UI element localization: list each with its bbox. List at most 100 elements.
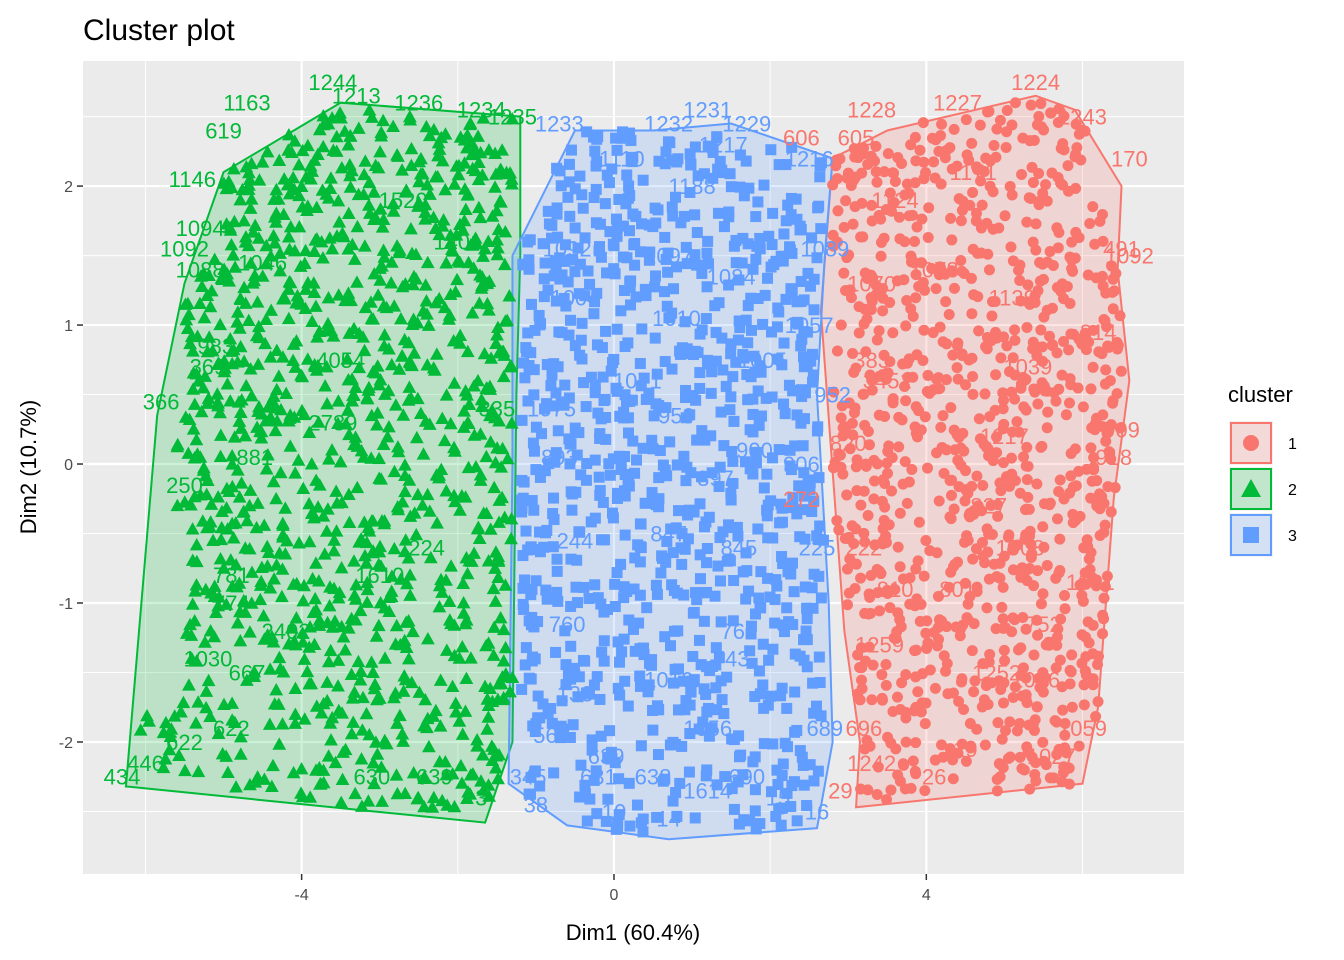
data-point bbox=[504, 531, 518, 545]
data-point bbox=[921, 642, 933, 654]
data-point bbox=[412, 174, 426, 188]
data-point bbox=[811, 425, 823, 437]
data-point bbox=[742, 300, 754, 312]
data-point bbox=[503, 685, 517, 698]
data-point bbox=[272, 153, 287, 167]
data-point bbox=[675, 217, 687, 229]
data-point bbox=[747, 756, 759, 768]
data-point bbox=[191, 374, 206, 387]
data-point bbox=[752, 523, 764, 535]
data-point bbox=[916, 213, 928, 225]
data-point bbox=[214, 271, 229, 284]
data-point bbox=[386, 119, 401, 133]
data-point bbox=[747, 263, 759, 275]
data-point bbox=[798, 351, 810, 363]
data-point bbox=[600, 325, 612, 337]
data-point bbox=[487, 480, 502, 494]
data-point bbox=[606, 163, 618, 175]
data-point bbox=[620, 198, 632, 210]
data-point bbox=[1243, 527, 1259, 543]
data-point bbox=[434, 130, 449, 144]
data-point bbox=[745, 628, 757, 640]
data-point bbox=[491, 549, 506, 563]
data-point bbox=[1066, 236, 1078, 248]
data-point bbox=[520, 642, 532, 654]
data-point bbox=[225, 713, 240, 726]
data-point bbox=[297, 256, 312, 269]
data-point bbox=[481, 554, 496, 567]
data-point bbox=[458, 704, 473, 717]
data-point bbox=[368, 365, 383, 379]
data-point bbox=[813, 534, 825, 546]
data-point bbox=[586, 744, 598, 756]
data-point bbox=[475, 399, 489, 413]
data-point bbox=[1004, 751, 1016, 763]
point-label: 1075 bbox=[527, 396, 576, 421]
data-point bbox=[431, 149, 445, 162]
data-point bbox=[523, 360, 535, 372]
data-point bbox=[367, 212, 381, 225]
data-point bbox=[634, 670, 646, 682]
data-point bbox=[547, 541, 559, 553]
data-point bbox=[243, 483, 258, 496]
data-point bbox=[724, 404, 736, 416]
data-point bbox=[870, 166, 882, 178]
data-point bbox=[480, 296, 495, 310]
data-point bbox=[311, 415, 326, 428]
data-point bbox=[765, 144, 777, 156]
data-point bbox=[910, 563, 922, 575]
data-point bbox=[1031, 349, 1043, 361]
data-point bbox=[718, 440, 730, 452]
data-point bbox=[201, 391, 216, 404]
data-point bbox=[1062, 160, 1074, 172]
data-point bbox=[815, 223, 827, 235]
data-point bbox=[922, 369, 934, 381]
data-point bbox=[564, 458, 576, 470]
data-point bbox=[269, 182, 284, 196]
data-point bbox=[386, 196, 401, 210]
data-point bbox=[970, 215, 982, 227]
data-point bbox=[389, 618, 404, 632]
data-point bbox=[850, 461, 862, 473]
data-point bbox=[399, 615, 414, 628]
data-point bbox=[807, 677, 819, 689]
point-label: 1252 bbox=[972, 660, 1021, 685]
data-point bbox=[643, 254, 655, 266]
data-point bbox=[629, 259, 641, 271]
data-point bbox=[754, 688, 766, 700]
data-point bbox=[1009, 681, 1021, 693]
data-point bbox=[497, 257, 512, 271]
point-label: 1259 bbox=[855, 633, 904, 658]
data-point bbox=[888, 197, 900, 209]
data-point bbox=[1001, 471, 1013, 483]
data-point bbox=[664, 436, 676, 448]
data-point bbox=[681, 258, 693, 270]
point-label: 667 bbox=[229, 660, 266, 685]
data-point bbox=[770, 810, 782, 822]
data-point bbox=[1022, 279, 1034, 291]
data-point bbox=[750, 457, 762, 469]
data-point bbox=[945, 402, 957, 414]
data-point bbox=[373, 539, 387, 553]
data-point bbox=[602, 793, 614, 805]
data-point bbox=[522, 327, 534, 339]
data-point bbox=[864, 591, 876, 603]
data-point bbox=[258, 336, 273, 350]
data-point bbox=[592, 592, 604, 604]
data-point bbox=[223, 394, 238, 407]
data-point bbox=[997, 457, 1009, 469]
data-point bbox=[429, 468, 444, 481]
data-point bbox=[793, 480, 805, 492]
data-point bbox=[997, 613, 1009, 625]
data-point bbox=[977, 480, 989, 492]
data-point bbox=[347, 252, 362, 265]
data-point bbox=[498, 640, 513, 654]
data-point bbox=[710, 327, 722, 339]
data-point bbox=[351, 187, 366, 201]
data-point bbox=[483, 681, 498, 695]
data-point bbox=[906, 464, 918, 476]
point-label: 1188 bbox=[668, 174, 715, 199]
data-point bbox=[375, 794, 389, 807]
data-point bbox=[1058, 335, 1070, 347]
point-label: 1229 bbox=[722, 112, 771, 137]
